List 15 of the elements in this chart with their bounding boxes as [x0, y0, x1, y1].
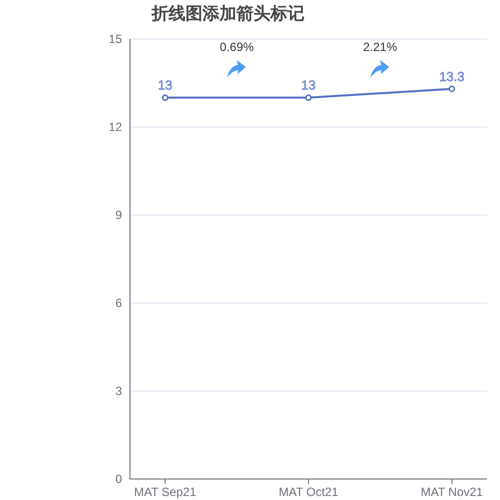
y-tick-label: 9	[115, 208, 122, 222]
y-tick-label: 15	[108, 32, 122, 46]
data-label: 13.3	[439, 68, 465, 84]
y-tick-label: 0	[115, 472, 122, 486]
x-tick-label: MAT Sep21	[134, 485, 197, 499]
data-label: 13	[301, 78, 316, 93]
x-tick-label: MAT Nov21	[420, 485, 484, 499]
y-tick-label: 3	[115, 384, 122, 398]
x-tick-label: MAT Oct21	[278, 485, 339, 499]
chart-title: 折线图添加箭头标记	[150, 4, 304, 23]
annotation: 0.69%	[220, 40, 254, 54]
y-tick-label: 12	[108, 120, 122, 134]
data-label: 13	[158, 78, 172, 93]
y-tick-label: 6	[115, 296, 122, 310]
annotation: 2.21%	[363, 40, 398, 54]
